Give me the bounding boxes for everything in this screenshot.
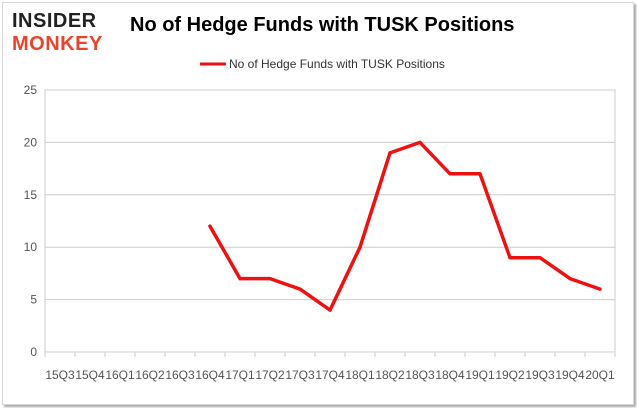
x-tick-label: 17Q1 bbox=[225, 368, 255, 382]
legend-label: No of Hedge Funds with TUSK Positions bbox=[229, 57, 445, 71]
data-point bbox=[328, 308, 332, 312]
x-tick-label: 16Q2 bbox=[135, 368, 165, 382]
y-tick-label: 20 bbox=[24, 135, 38, 149]
series-line bbox=[208, 140, 602, 312]
plot-area bbox=[44, 89, 616, 353]
x-tick-label: 16Q1 bbox=[105, 368, 135, 382]
x-tick-label: 18Q3 bbox=[405, 368, 435, 382]
chart-frame bbox=[2, 2, 634, 405]
x-tick-label: 15Q4 bbox=[75, 368, 105, 382]
data-point bbox=[508, 256, 512, 260]
data-point bbox=[238, 277, 242, 281]
x-tick-label: 19Q1 bbox=[465, 368, 495, 382]
data-point bbox=[478, 172, 482, 176]
data-point bbox=[268, 277, 272, 281]
data-point bbox=[448, 172, 452, 176]
x-tick-label: 17Q3 bbox=[285, 368, 315, 382]
logo-word-insider: INSIDER bbox=[12, 10, 97, 32]
y-tick-label: 0 bbox=[30, 345, 37, 359]
x-tick-label: 17Q2 bbox=[255, 368, 285, 382]
data-point bbox=[598, 287, 602, 291]
y-tick-label: 25 bbox=[24, 83, 38, 97]
data-point bbox=[538, 256, 542, 260]
x-tick-label: 19Q2 bbox=[495, 368, 525, 382]
y-tick-label: 15 bbox=[24, 188, 38, 202]
insider-monkey-logo: INSIDER MONKEY bbox=[12, 10, 103, 54]
logo-word-monkey: MONKEY bbox=[12, 33, 103, 54]
data-point bbox=[358, 245, 362, 249]
x-tick-label: 16Q3 bbox=[165, 368, 195, 382]
x-tick-label: 18Q2 bbox=[375, 368, 405, 382]
data-point bbox=[208, 224, 212, 228]
x-tick-label: 18Q1 bbox=[345, 368, 375, 382]
x-tick-label: 15Q3 bbox=[45, 368, 75, 382]
data-point bbox=[298, 287, 302, 291]
y-tick-label: 5 bbox=[30, 293, 37, 307]
data-point bbox=[568, 277, 572, 281]
x-tick-label: 18Q4 bbox=[435, 368, 465, 382]
data-point bbox=[388, 151, 392, 155]
x-tick-label: 20Q1 bbox=[585, 368, 615, 382]
x-tick-label: 19Q3 bbox=[525, 368, 555, 382]
y-tick-label: 10 bbox=[24, 240, 38, 254]
chart-title: No of Hedge Funds with TUSK Positions bbox=[130, 14, 515, 36]
x-tick-label: 16Q4 bbox=[195, 368, 225, 382]
x-tick-label: 17Q4 bbox=[315, 368, 345, 382]
x-tick-label: 19Q4 bbox=[555, 368, 585, 382]
data-point bbox=[418, 140, 422, 144]
